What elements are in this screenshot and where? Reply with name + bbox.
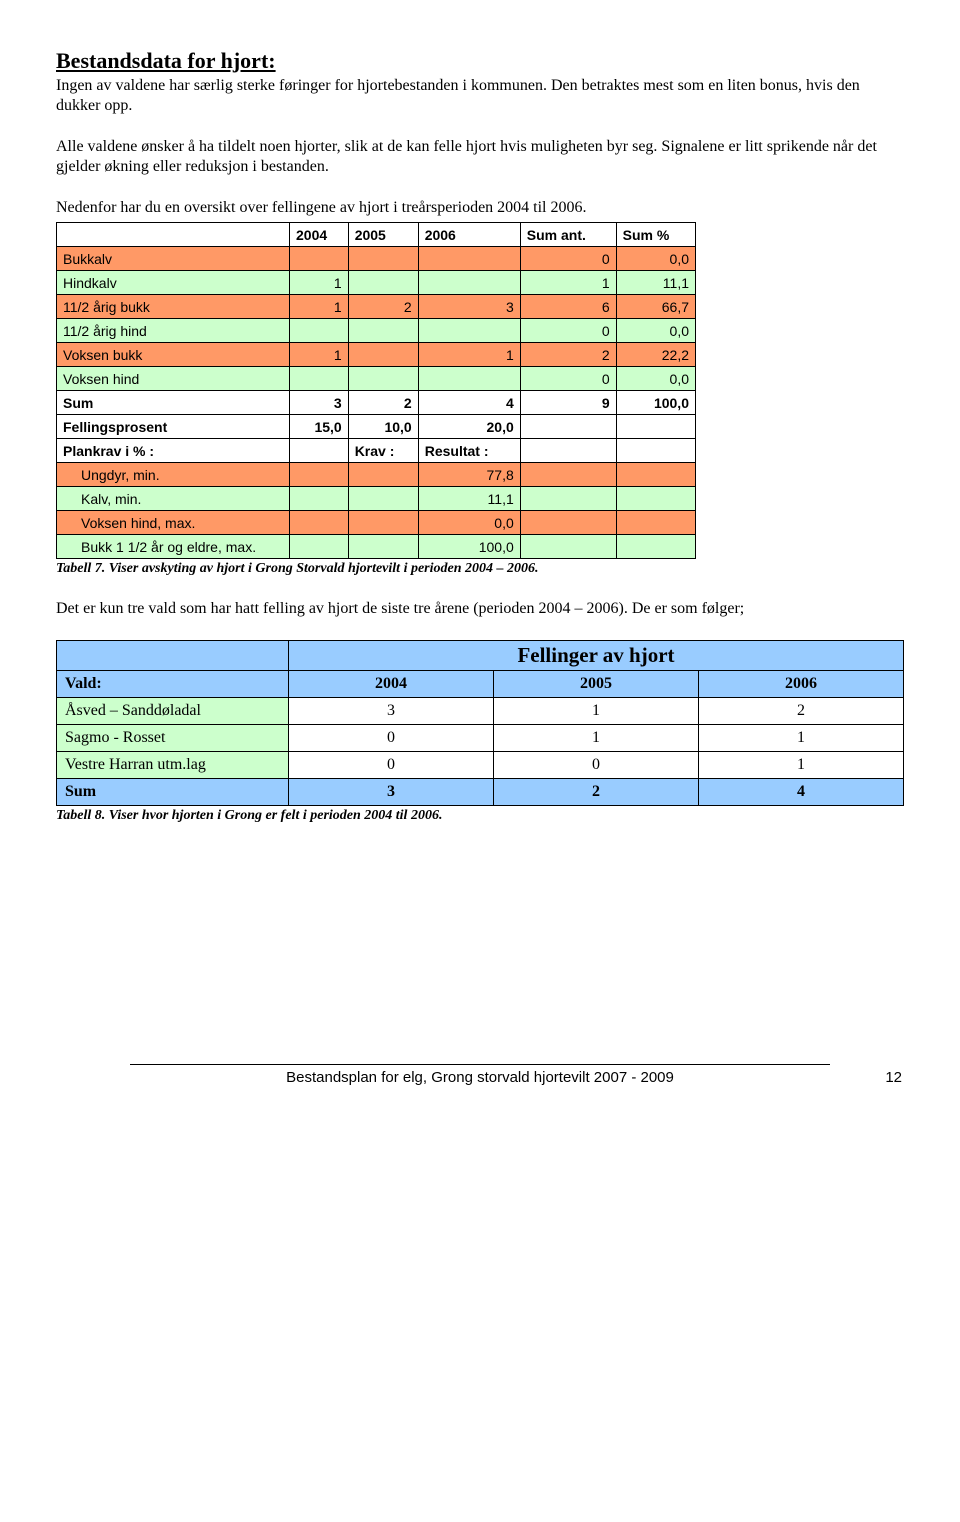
t2-cell: 2 xyxy=(699,697,904,724)
table-7-caption: Tabell 7. Viser avskyting av hjort i Gro… xyxy=(56,561,904,577)
t1-cell xyxy=(418,247,520,271)
t1-cell xyxy=(418,319,520,343)
t2-col-3: 2006 xyxy=(699,670,904,697)
t1-sub-value: 11,1 xyxy=(418,487,520,511)
t1-cell xyxy=(348,343,418,367)
footer-text: Bestandsplan for elg, Grong storvald hjo… xyxy=(286,1069,674,1086)
t1-sub-label: Voksen hind, max. xyxy=(57,511,290,535)
t1-row-label: Hindkalv xyxy=(57,271,290,295)
t1-cell: 11,1 xyxy=(616,271,695,295)
t1-h-sumpct: Sum % xyxy=(616,223,695,247)
t1-cell xyxy=(418,367,520,391)
t1-cell: 3 xyxy=(418,295,520,319)
paragraph-2: Alle valdene ønsker å ha tildelt noen hj… xyxy=(56,137,904,178)
t1-sub-label: Bukk 1 1/2 år og eldre, max. xyxy=(57,535,290,559)
t1-cell xyxy=(290,319,349,343)
table-8: Fellinger av hjort Vald: 2004 2005 2006 … xyxy=(56,640,904,806)
t1-fp-0: 15,0 xyxy=(290,415,349,439)
t1-h-2004: 2004 xyxy=(290,223,349,247)
t1-cell: 1 xyxy=(290,271,349,295)
t1-sum-label: Sum xyxy=(57,391,290,415)
t1-sub-value: 77,8 xyxy=(418,463,520,487)
t2-cell: 1 xyxy=(494,697,699,724)
t1-row-label: Voksen bukk xyxy=(57,343,290,367)
t1-cell xyxy=(290,247,349,271)
t1-plan-res: Resultat : xyxy=(418,439,520,463)
t2-row-label: Vestre Harran utm.lag xyxy=(57,751,289,778)
paragraph-3: Nedenfor har du en oversikt over felling… xyxy=(56,198,904,218)
t1-cell: 0 xyxy=(520,247,616,271)
t1-cell xyxy=(348,271,418,295)
t2-row-label: Sum xyxy=(57,778,289,805)
t2-row-label: Åsved – Sanddøladal xyxy=(57,697,289,724)
t1-plan-krav: Krav : xyxy=(348,439,418,463)
t2-col-1: 2004 xyxy=(289,670,494,697)
t1-sub-label: Kalv, min. xyxy=(57,487,290,511)
t1-plan-label: Plankrav i % : xyxy=(57,439,290,463)
page-footer: Bestandsplan for elg, Grong storvald hjo… xyxy=(130,1064,830,1086)
t2-cell: 0 xyxy=(289,724,494,751)
t2-cell: 4 xyxy=(699,778,904,805)
t1-row-label: 11/2 årig hind xyxy=(57,319,290,343)
t2-cell: 3 xyxy=(289,697,494,724)
page-heading: Bestandsdata for hjort: xyxy=(56,48,904,74)
t1-cell: 6 xyxy=(520,295,616,319)
t2-cell: 1 xyxy=(699,724,904,751)
t1-row-label: Bukkalv xyxy=(57,247,290,271)
t1-cell xyxy=(348,367,418,391)
t1-sub-label: Ungdyr, min. xyxy=(57,463,290,487)
t1-cell xyxy=(348,247,418,271)
t1-cell: 0,0 xyxy=(616,247,695,271)
t1-cell xyxy=(290,367,349,391)
t2-cell: 3 xyxy=(289,778,494,805)
t2-col-2: 2005 xyxy=(494,670,699,697)
footer-page: 12 xyxy=(885,1069,902,1086)
t1-cell: 66,7 xyxy=(616,295,695,319)
t1-fp-label: Fellingsprosent xyxy=(57,415,290,439)
t2-title: Fellinger av hjort xyxy=(289,640,904,670)
t1-cell: 0 xyxy=(520,367,616,391)
t1-sub-value: 0,0 xyxy=(418,511,520,535)
t1-h-2006: 2006 xyxy=(418,223,520,247)
t2-cell: 1 xyxy=(494,724,699,751)
t1-cell: 0,0 xyxy=(616,367,695,391)
t1-fp-1: 10,0 xyxy=(348,415,418,439)
t2-cell: 0 xyxy=(494,751,699,778)
t1-sum-1: 2 xyxy=(348,391,418,415)
t1-h-2005: 2005 xyxy=(348,223,418,247)
table-8-caption: Tabell 8. Viser hvor hjorten i Grong er … xyxy=(56,808,904,824)
t2-cell: 1 xyxy=(699,751,904,778)
t1-cell: 0 xyxy=(520,319,616,343)
t2-row-label: Sagmo - Rosset xyxy=(57,724,289,751)
paragraph-4: Det er kun tre vald som har hatt felling… xyxy=(56,599,904,619)
t1-sub-value: 100,0 xyxy=(418,535,520,559)
t1-fp-2: 20,0 xyxy=(418,415,520,439)
t1-sum-0: 3 xyxy=(290,391,349,415)
t2-col-0: Vald: xyxy=(57,670,289,697)
t1-sum-2: 4 xyxy=(418,391,520,415)
t1-cell: 2 xyxy=(520,343,616,367)
t1-row-label: 11/2 årig bukk xyxy=(57,295,290,319)
t1-cell: 1 xyxy=(290,343,349,367)
t1-cell: 0,0 xyxy=(616,319,695,343)
t1-cell: 1 xyxy=(520,271,616,295)
t1-row-label: Voksen hind xyxy=(57,367,290,391)
paragraph-1: Ingen av valdene har særlig sterke førin… xyxy=(56,76,904,117)
t1-h-sumant: Sum ant. xyxy=(520,223,616,247)
t1-cell xyxy=(348,319,418,343)
t1-cell: 2 xyxy=(348,295,418,319)
t1-cell: 22,2 xyxy=(616,343,695,367)
t1-sum-3: 9 xyxy=(520,391,616,415)
t1-cell: 1 xyxy=(418,343,520,367)
t1-cell: 1 xyxy=(290,295,349,319)
t2-cell: 2 xyxy=(494,778,699,805)
table-7: 2004 2005 2006 Sum ant. Sum % Bukkalv00,… xyxy=(56,222,696,559)
t2-cell: 0 xyxy=(289,751,494,778)
t1-sum-4: 100,0 xyxy=(616,391,695,415)
t1-cell xyxy=(418,271,520,295)
